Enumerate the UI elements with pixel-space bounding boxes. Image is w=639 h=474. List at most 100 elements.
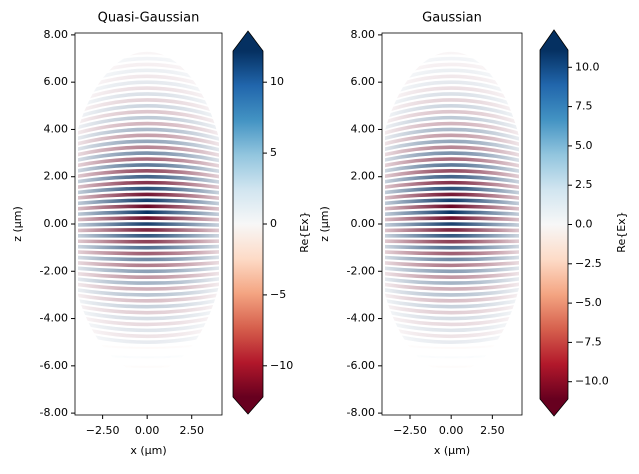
- field-fringe: [78, 287, 219, 297]
- field-fringe: [78, 151, 219, 163]
- field-fringe: [385, 304, 519, 315]
- field-fringe: [78, 314, 219, 327]
- field-fringe: [78, 244, 219, 250]
- field-fringe: [385, 74, 519, 93]
- colorbar-tick-label: 2.5: [575, 178, 593, 191]
- colorbar-tick-label: 10: [270, 75, 284, 88]
- field-fringe: [385, 163, 519, 173]
- field-fringe: [385, 287, 519, 297]
- colorbar-tick-label: −10: [270, 359, 293, 372]
- field-fringe: [78, 320, 219, 333]
- x-tick-label: 2.50: [179, 424, 204, 437]
- field-fringe: [385, 174, 519, 184]
- colorbar-outline: [539, 29, 569, 417]
- field-fringe: [78, 266, 219, 274]
- field-fringe: [385, 109, 519, 125]
- field-fringe-faint: [385, 389, 519, 397]
- field-fringe: [78, 86, 219, 104]
- field-fringe: [78, 174, 219, 184]
- field-fringe: [78, 250, 219, 256]
- field-fringe: [385, 331, 519, 344]
- field-fringe: [78, 74, 219, 93]
- y-tick-label: -8.00: [40, 406, 68, 419]
- field-fringe: [78, 228, 219, 233]
- field-fringe: [78, 169, 219, 179]
- field-fringe: [385, 266, 519, 274]
- y-axis-label: z (µm): [318, 206, 331, 242]
- field-fringe: [78, 80, 219, 98]
- field-fringe: [78, 255, 219, 262]
- field-fringe: [385, 325, 519, 339]
- y-tick-label: -2.00: [40, 264, 68, 277]
- y-tick-label: 4.00: [44, 122, 69, 135]
- field-fringe: [78, 282, 219, 291]
- field-fringe: [385, 255, 519, 262]
- field-fringe: [385, 204, 519, 211]
- field-fringe: [385, 92, 519, 109]
- field-fringe: [385, 314, 519, 327]
- field-fringe-faint: [385, 398, 519, 406]
- field-fringe: [385, 86, 519, 103]
- colorbar-extend-bottom: [540, 399, 568, 416]
- field-fringe-faint: [78, 398, 219, 406]
- field-fringe-faint: [385, 342, 519, 349]
- field-fringe: [78, 303, 219, 315]
- field-fringe: [78, 309, 219, 321]
- field-fringe: [385, 239, 519, 244]
- field-fringe-faint: [78, 389, 219, 397]
- x-axis-label: x (µm): [434, 444, 470, 457]
- y-tick-label: 0.00: [44, 217, 69, 230]
- field-fringe: [385, 127, 519, 141]
- field-fringe: [78, 98, 219, 114]
- field-fringe: [78, 325, 219, 339]
- field-fringe: [78, 198, 219, 206]
- colorbar-tick-label: −10.0: [575, 375, 609, 388]
- field-image: [78, 45, 219, 406]
- colorbar-tick-label: 10.0: [575, 60, 600, 73]
- field-image: [385, 45, 519, 406]
- field-fringe: [385, 180, 519, 190]
- field-fringe: [385, 139, 519, 152]
- field-fringe: [385, 228, 519, 233]
- x-tick-label: −2.50: [393, 424, 427, 437]
- field-fringe: [385, 151, 519, 163]
- field-fringe: [385, 260, 519, 268]
- x-tick-label: −2.50: [86, 424, 120, 437]
- field-fringe: [78, 121, 219, 136]
- y-tick-label: 8.00: [44, 28, 69, 41]
- colorbar-label: Re{Ex}: [615, 211, 628, 252]
- y-tick-label: -8.00: [347, 406, 375, 419]
- y-tick-label: -2.00: [347, 264, 375, 277]
- field-fringe: [78, 68, 219, 88]
- field-fringe: [78, 115, 219, 131]
- field-fringe: [78, 216, 219, 222]
- colorbar-extend-bottom: [233, 397, 263, 414]
- field-fringe: [385, 68, 519, 87]
- field-fringe: [78, 271, 219, 279]
- field-fringe-faint: [78, 361, 219, 368]
- field-fringe: [78, 133, 219, 147]
- y-tick-label: -4.00: [347, 312, 375, 325]
- field-fringe: [78, 109, 219, 125]
- field-fringe: [78, 293, 219, 303]
- colorbar-tick-label: −7.5: [575, 335, 602, 348]
- field-fringe: [78, 163, 219, 174]
- x-tick-label: 0.00: [439, 424, 464, 437]
- colorbar-tick-label: 7.5: [575, 100, 593, 113]
- colorbar: [233, 51, 263, 397]
- y-tick-label: -4.00: [40, 312, 68, 325]
- field-fringe: [385, 104, 519, 120]
- colorbar-tick-label: 5.0: [575, 139, 593, 152]
- field-fringe: [385, 169, 519, 179]
- field-fringe: [78, 50, 219, 71]
- field-fringe: [385, 145, 519, 157]
- field-fringe: [78, 145, 219, 157]
- field-fringe: [78, 104, 219, 120]
- y-tick-label: 4.00: [351, 122, 376, 135]
- axes-title: Quasi-Gaussian: [98, 11, 200, 26]
- field-fringe: [385, 216, 519, 222]
- field-fringe-faint: [385, 380, 519, 387]
- field-fringe: [385, 198, 519, 206]
- field-fringe: [385, 133, 519, 147]
- field-fringe: [385, 157, 519, 168]
